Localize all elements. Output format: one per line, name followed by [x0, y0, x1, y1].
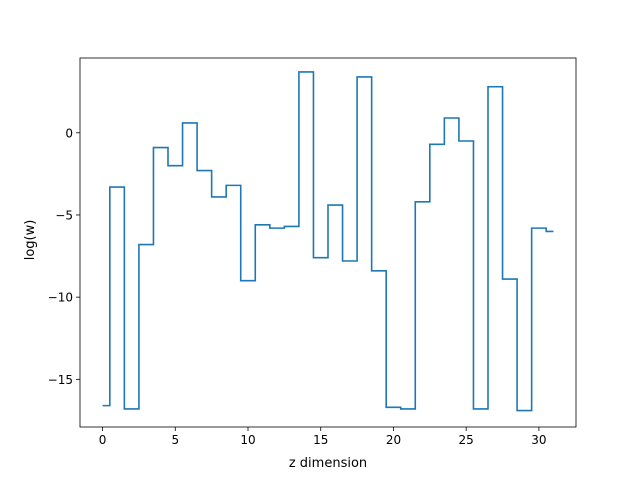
- x-tick-label: 30: [531, 433, 546, 447]
- series-line-0: [102, 71, 554, 412]
- y-tick-label: −15: [48, 373, 73, 387]
- axes-frame: [79, 57, 577, 428]
- y-axis-label: log(w): [23, 220, 38, 261]
- x-tick-label: 0: [99, 433, 107, 447]
- x-tick-label: 20: [386, 433, 401, 447]
- x-tick-label: 25: [459, 433, 474, 447]
- x-tick-label: 10: [240, 433, 255, 447]
- axes: 0 5 10 15 20 25 30 −15 −10 −5 0: [48, 57, 577, 447]
- x-axis-label: z dimension: [289, 456, 367, 471]
- plot-area: [102, 71, 554, 412]
- y-tick-label: 0: [65, 126, 73, 140]
- x-tick-label: 15: [313, 433, 328, 447]
- x-tick-label: 5: [171, 433, 179, 447]
- y-tick-label: −5: [55, 208, 73, 222]
- y-tick-label: −10: [48, 291, 73, 305]
